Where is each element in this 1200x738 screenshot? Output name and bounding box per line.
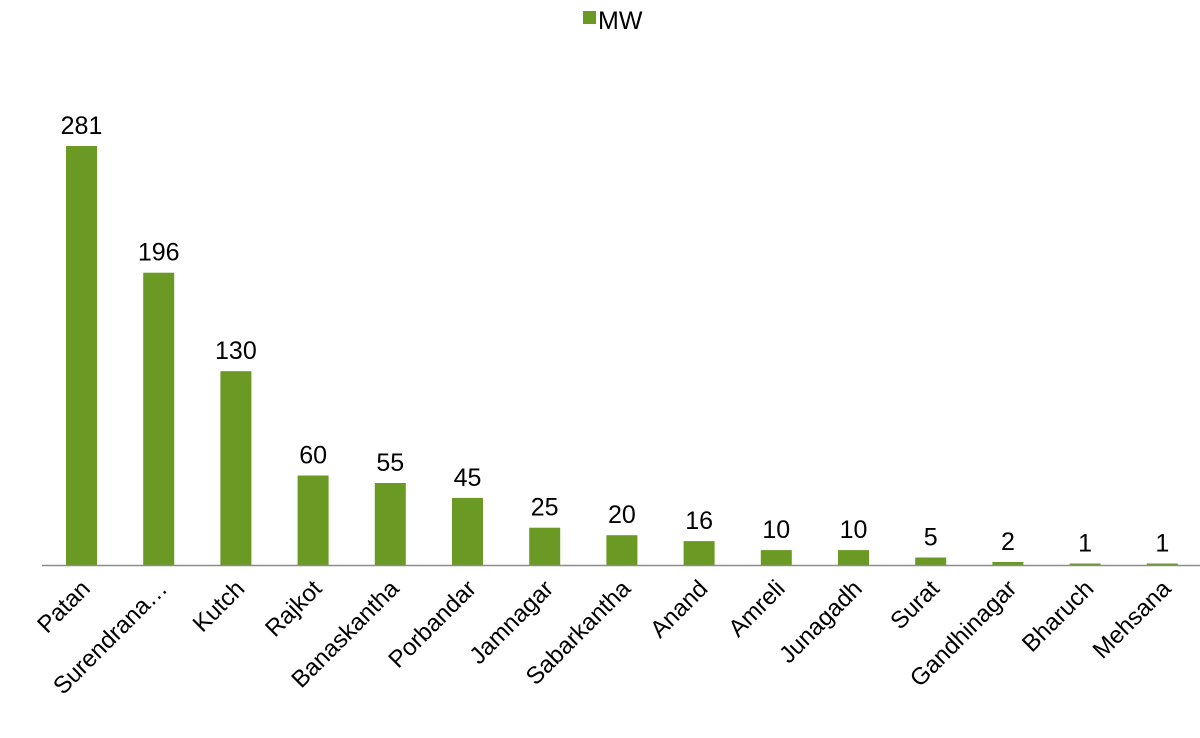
bar-gandhinagar <box>992 562 1024 565</box>
legend-label-mw: MW <box>598 7 643 35</box>
bar-amreli <box>760 550 792 565</box>
value-label-gandhinagar: 2 <box>1001 528 1015 556</box>
value-label-amreli: 10 <box>762 516 790 544</box>
value-label-porbandar: 45 <box>454 464 482 492</box>
bar-surat <box>915 557 947 565</box>
value-label-kutch: 130 <box>215 337 257 365</box>
value-label-rajkot: 60 <box>299 442 327 470</box>
bar-patan <box>66 146 97 565</box>
bars <box>66 146 1178 565</box>
value-labels: 281 196 130 60 55 45 25 20 16 10 10 5 2 1 1 <box>61 112 1170 558</box>
bar-banaskantha <box>374 483 406 565</box>
value-label-anand: 16 <box>685 507 713 535</box>
bar-bharuch <box>1069 563 1101 565</box>
bar-sabarkantha <box>606 535 638 565</box>
value-label-jamnagar: 25 <box>531 494 559 522</box>
value-label-sabarkantha: 20 <box>608 501 636 529</box>
bar-jamnagar <box>529 527 561 565</box>
category-label-mehsana: Mehsana <box>1088 575 1177 664</box>
bar-kutch <box>220 371 252 565</box>
category-label-rajkot: Rajkot <box>260 575 327 642</box>
value-label-patan: 281 <box>61 112 103 140</box>
category-label-kutch: Kutch <box>188 575 250 637</box>
value-label-banaskantha: 55 <box>376 449 404 477</box>
category-label-anand: Anand <box>645 575 713 643</box>
bar-surendrana <box>143 272 175 565</box>
category-label-surat: Surat <box>885 575 945 635</box>
legend: MW <box>583 7 643 35</box>
bar-anand <box>683 541 715 565</box>
bar-mehsana <box>1146 563 1178 565</box>
value-label-surendrana: 196 <box>138 239 180 267</box>
category-label-patan: Patan <box>32 575 95 638</box>
bar-porbandar <box>452 497 483 565</box>
bar-junagadh <box>838 550 869 565</box>
value-label-junagadh: 10 <box>840 516 868 544</box>
value-label-mehsana: 1 <box>1155 530 1169 558</box>
legend-swatch-mw <box>583 11 596 24</box>
category-label-amreli: Amreli <box>723 575 790 642</box>
category-label-junagadh: Junagadh <box>774 575 868 669</box>
value-label-surat: 5 <box>924 524 938 552</box>
value-label-bharuch: 1 <box>1078 530 1092 558</box>
bar-rajkot <box>297 475 329 565</box>
